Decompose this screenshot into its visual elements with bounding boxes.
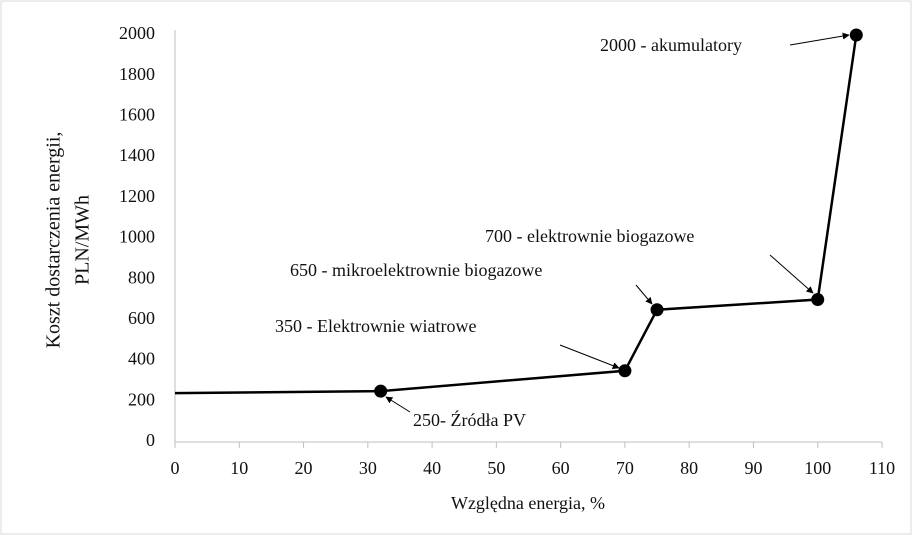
annotation-arrow xyxy=(769,254,814,294)
annotation-arrow xyxy=(385,396,411,413)
x-tick-label: 50 xyxy=(487,458,505,478)
x-tick-label: 100 xyxy=(804,458,831,478)
annotation: 2000 - akumulatory xyxy=(600,35,742,55)
annotation-arrow xyxy=(559,344,620,369)
annotation: 350 - Elektrownie wiatrowe xyxy=(275,316,476,336)
y-tick-label: 1800 xyxy=(119,64,155,84)
y-tick-label: 400 xyxy=(128,349,155,369)
y-tick-label: 1600 xyxy=(119,105,155,125)
x-tick-label: 40 xyxy=(423,458,441,478)
annotation-arrow xyxy=(635,284,653,305)
point-marker xyxy=(650,303,664,317)
point-marker xyxy=(811,293,825,307)
annotation: 650 - mikroelektrownie biogazowe xyxy=(290,260,542,280)
y-tick-label: 2000 xyxy=(119,23,155,43)
point-marker xyxy=(618,364,632,378)
x-tick-label: 60 xyxy=(552,458,570,478)
y-tick-label: 200 xyxy=(128,389,155,409)
y-tick-label: 800 xyxy=(128,267,155,287)
line xyxy=(174,34,858,395)
y-axis-label: PLN/MWh xyxy=(72,195,94,285)
annotation: 250- Źródła PV xyxy=(413,409,526,430)
y-tick-label: 1000 xyxy=(119,227,155,247)
x-tick-label: 70 xyxy=(616,458,634,478)
x-tick-label: 20 xyxy=(295,458,313,478)
y-tick-label: 0 xyxy=(146,430,155,450)
x-tick-label: 30 xyxy=(359,458,377,478)
y-tick-label: 1200 xyxy=(119,186,155,206)
y-tick-label: 1400 xyxy=(119,145,155,165)
y-axis-label: Koszt dostarczenia energii, xyxy=(43,132,65,349)
x-tick-label: 0 xyxy=(171,458,180,478)
x-axis-label: Względna energia, % xyxy=(451,493,605,513)
annotation-arrow xyxy=(789,32,850,46)
x-tick-label: 80 xyxy=(680,458,698,478)
point-marker xyxy=(849,28,863,42)
x-tick-label: 10 xyxy=(230,458,248,478)
annotation: 700 - elektrownie biogazowe xyxy=(485,226,694,246)
x-tick-label: 90 xyxy=(744,458,762,478)
x-tick-label: 110 xyxy=(869,458,895,478)
point-marker xyxy=(374,384,388,398)
y-tick-label: 600 xyxy=(128,308,155,328)
